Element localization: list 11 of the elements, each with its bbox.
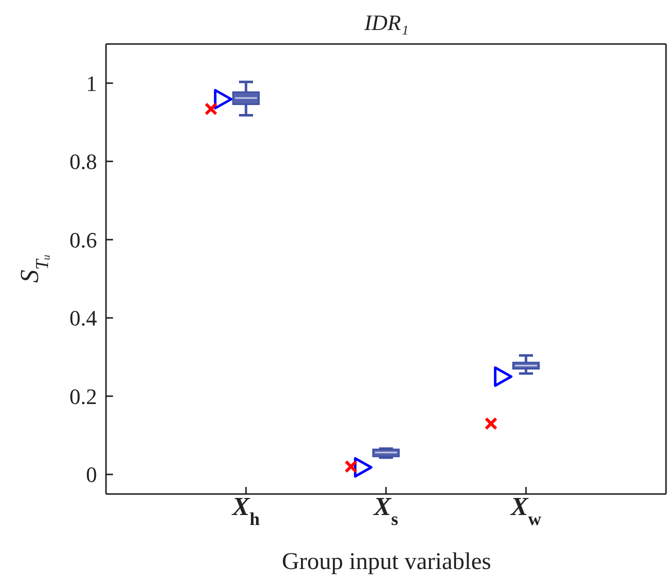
x-tick-label: X$_{s}$	[372, 492, 398, 529]
x-tick-label: X$_{h}$	[231, 492, 260, 529]
y-tick-label: 1	[86, 70, 97, 96]
x-tick-label: X$_{w}$	[510, 492, 542, 529]
chart-title: IDR₁	[363, 10, 409, 35]
x-axis-title: Group input variables	[282, 549, 492, 575]
y-tick-label: 0.2	[70, 384, 97, 409]
y-tick-label: 0.4	[70, 306, 97, 331]
y-tick-label: 0.8	[70, 149, 97, 174]
y-tick-label: 0	[86, 462, 97, 488]
y-tick-label: 0.6	[70, 227, 97, 252]
